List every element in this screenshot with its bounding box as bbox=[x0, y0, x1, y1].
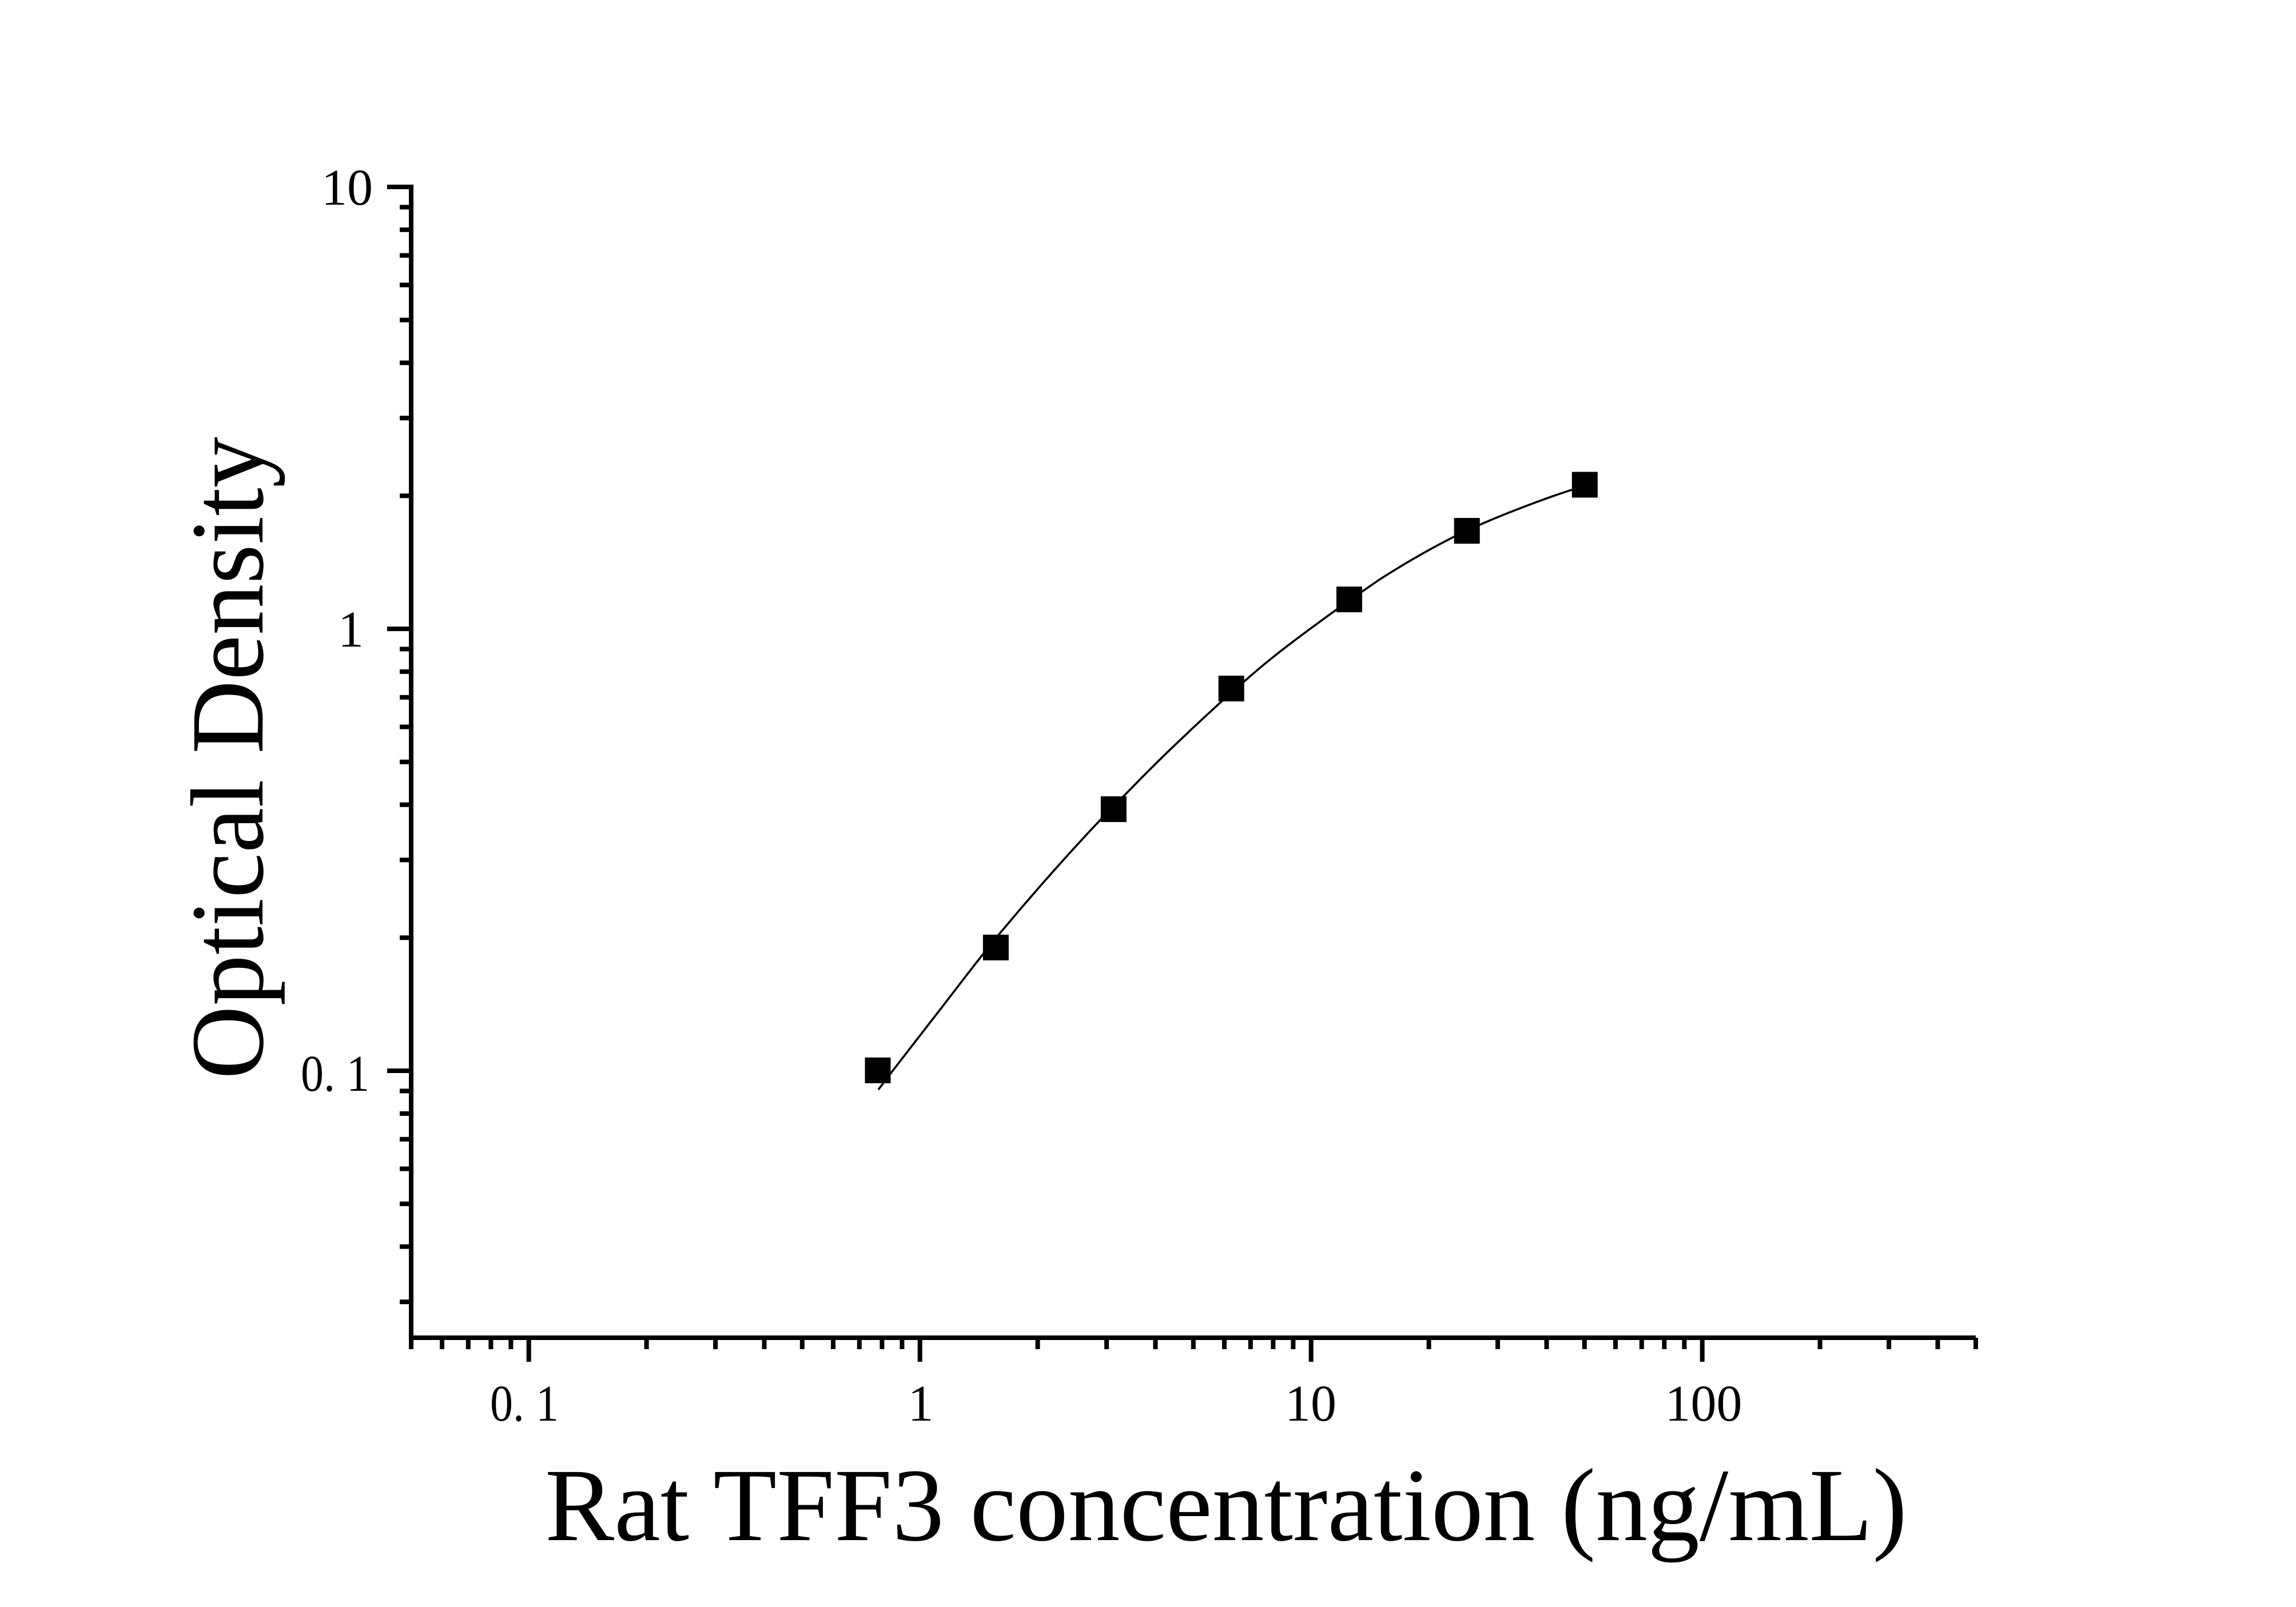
svg-text:1: 1 bbox=[908, 1375, 934, 1432]
svg-text:10: 10 bbox=[1285, 1375, 1336, 1432]
svg-text:0. 1: 0. 1 bbox=[490, 1375, 559, 1432]
svg-text:Rat TFF3 concentration (ng/mL): Rat TFF3 concentration (ng/mL) bbox=[545, 1448, 1907, 1563]
svg-text:Optical Density: Optical Density bbox=[170, 437, 285, 1079]
svg-text:1: 1 bbox=[338, 601, 364, 658]
svg-text:10: 10 bbox=[321, 159, 373, 216]
svg-text:100: 100 bbox=[1665, 1375, 1742, 1432]
svg-text:0. 1: 0. 1 bbox=[301, 1046, 369, 1102]
